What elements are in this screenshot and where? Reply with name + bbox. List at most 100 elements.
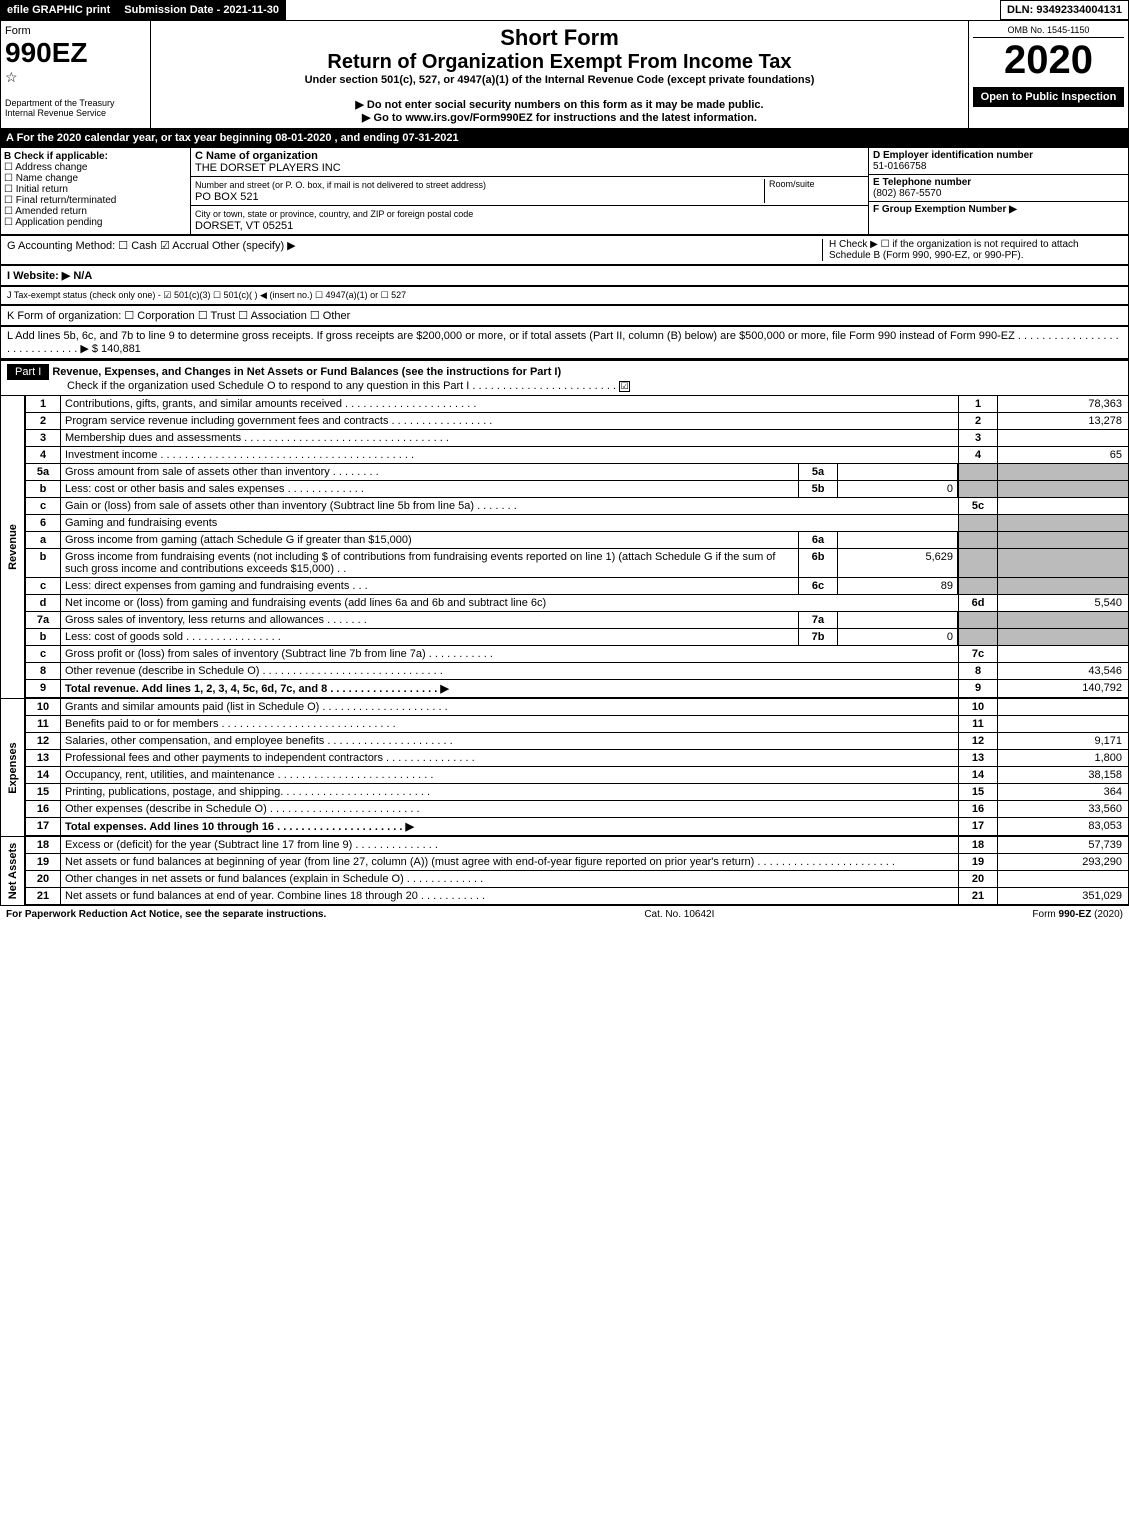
line-desc: Gross income from fundraising events (no…	[61, 549, 798, 577]
line-number: 20	[26, 871, 61, 887]
line-val: 33,560	[998, 801, 1128, 817]
b-opt-amended-return[interactable]: ☐ Amended return	[4, 206, 187, 217]
line-row: 1Contributions, gifts, grants, and simil…	[25, 396, 1129, 413]
line-number: 21	[26, 888, 61, 904]
line-number: 13	[26, 750, 61, 766]
line-row: 14Occupancy, rent, utilities, and mainte…	[25, 767, 1129, 784]
part1-sub: Check if the organization used Schedule …	[7, 380, 616, 392]
line-key: 7c	[958, 646, 998, 662]
line-key: 18	[958, 837, 998, 853]
header-block: Form 990EZ ☆ Department of the Treasury …	[0, 20, 1129, 129]
submission-date: Submission Date - 2021-11-30	[117, 0, 286, 20]
line-key: 4	[958, 447, 998, 463]
line-number: 10	[26, 699, 61, 715]
line-key-grey	[958, 515, 998, 531]
line-desc: Investment income . . . . . . . . . . . …	[61, 447, 958, 463]
line-number: d	[26, 595, 61, 611]
line-desc: Less: cost of goods sold . . . . . . . .…	[61, 629, 798, 645]
b-opt-application-pending[interactable]: ☐ Application pending	[4, 217, 187, 228]
b-opt-final-return[interactable]: ☐ Final return/terminated	[4, 195, 187, 206]
line-val: 1,800	[998, 750, 1128, 766]
line-desc: Grants and similar amounts paid (list in…	[61, 699, 958, 715]
line-key: 17	[958, 818, 998, 835]
subtitle: Under section 501(c), 527, or 4947(a)(1)…	[155, 74, 964, 86]
line-key: 21	[958, 888, 998, 904]
expenses-side-label: Expenses	[0, 699, 25, 836]
org-address: PO BOX 521	[195, 191, 259, 203]
c-city-label: City or town, state or province, country…	[195, 209, 473, 219]
b-opt-address-change[interactable]: ☐ Address change	[4, 162, 187, 173]
line-subval	[838, 464, 958, 480]
line-val-grey	[998, 481, 1128, 497]
line-row: aGross income from gaming (attach Schedu…	[25, 532, 1129, 549]
line-number: 5a	[26, 464, 61, 480]
efile-print[interactable]: efile GRAPHIC print	[0, 0, 117, 20]
line-desc: Gross amount from sale of assets other t…	[61, 464, 798, 480]
line-subkey: 5a	[798, 464, 838, 480]
line-subval: 0	[838, 481, 958, 497]
line-desc: Membership dues and assessments . . . . …	[61, 430, 958, 446]
line-row: 8Other revenue (describe in Schedule O) …	[25, 663, 1129, 680]
line-desc: Gross profit or (loss) from sales of inv…	[61, 646, 958, 662]
line-val: 351,029	[998, 888, 1128, 904]
line-desc: Gain or (loss) from sale of assets other…	[61, 498, 958, 514]
line-desc: Total expenses. Add lines 10 through 16 …	[61, 818, 958, 835]
line-number: 8	[26, 663, 61, 679]
c-name-label: C Name of organization	[195, 150, 318, 162]
line-val: 57,739	[998, 837, 1128, 853]
line-row: 2Program service revenue including gover…	[25, 413, 1129, 430]
line-key-grey	[958, 464, 998, 480]
l-gross-receipts: L Add lines 5b, 6c, and 7b to line 9 to …	[0, 326, 1129, 359]
line-number: c	[26, 578, 61, 594]
line-desc: Total revenue. Add lines 1, 2, 3, 4, 5c,…	[61, 680, 958, 697]
line-number: b	[26, 629, 61, 645]
line-key-grey	[958, 578, 998, 594]
line-key-grey	[958, 532, 998, 548]
line-row: 17Total expenses. Add lines 10 through 1…	[25, 818, 1129, 836]
line-number: a	[26, 532, 61, 548]
line-val	[998, 699, 1128, 715]
line-row: dNet income or (loss) from gaming and fu…	[25, 595, 1129, 612]
line-val: 38,158	[998, 767, 1128, 783]
line-number: 17	[26, 818, 61, 835]
line-number: 1	[26, 396, 61, 412]
line-number: 7a	[26, 612, 61, 628]
line-key: 1	[958, 396, 998, 412]
b-opt-initial-return[interactable]: ☐ Initial return	[4, 184, 187, 195]
line-desc: Other revenue (describe in Schedule O) .…	[61, 663, 958, 679]
line-key-grey	[958, 549, 998, 577]
line-key: 15	[958, 784, 998, 800]
footer-cat: Cat. No. 10642I	[644, 909, 714, 920]
line-val: 140,792	[998, 680, 1128, 697]
g-accounting-method: G Accounting Method: ☐ Cash ☑ Accrual Ot…	[7, 239, 822, 261]
line-row: cGain or (loss) from sale of assets othe…	[25, 498, 1129, 515]
tax-period: A For the 2020 calendar year, or tax yea…	[0, 129, 1129, 147]
line-val: 293,290	[998, 854, 1128, 870]
b-opt-name-change[interactable]: ☐ Name change	[4, 173, 187, 184]
line-row: 9Total revenue. Add lines 1, 2, 3, 4, 5c…	[25, 680, 1129, 698]
line-key: 3	[958, 430, 998, 446]
footer-left: For Paperwork Reduction Act Notice, see …	[6, 909, 326, 920]
part1-title: Revenue, Expenses, and Changes in Net As…	[52, 366, 561, 378]
line-number: 9	[26, 680, 61, 697]
line-number: b	[26, 549, 61, 577]
line-row: 15Printing, publications, postage, and s…	[25, 784, 1129, 801]
line-key: 10	[958, 699, 998, 715]
room-suite-label: Room/suite	[764, 179, 864, 203]
org-name: THE DORSET PLAYERS INC	[195, 162, 341, 174]
line-desc: Gross income from gaming (attach Schedul…	[61, 532, 798, 548]
d-ein-label: D Employer identification number	[873, 150, 1033, 161]
line-row: 13Professional fees and other payments t…	[25, 750, 1129, 767]
line-val: 65	[998, 447, 1128, 463]
line-subkey: 7a	[798, 612, 838, 628]
line-desc: Excess or (deficit) for the year (Subtra…	[61, 837, 958, 853]
line-val-grey	[998, 549, 1128, 577]
line-row: bLess: cost or other basis and sales exp…	[25, 481, 1129, 498]
k-org-form: K Form of organization: ☐ Corporation ☐ …	[0, 305, 1129, 326]
line-desc: Benefits paid to or for members . . . . …	[61, 716, 958, 732]
return-title: Return of Organization Exempt From Incom…	[155, 51, 964, 74]
warn-ssn: ▶ Do not enter social security numbers o…	[155, 98, 964, 111]
line-val-grey	[998, 612, 1128, 628]
part1-check[interactable]: ☑	[619, 381, 630, 392]
f-group-label: F Group Exemption Number ▶	[873, 204, 1017, 215]
